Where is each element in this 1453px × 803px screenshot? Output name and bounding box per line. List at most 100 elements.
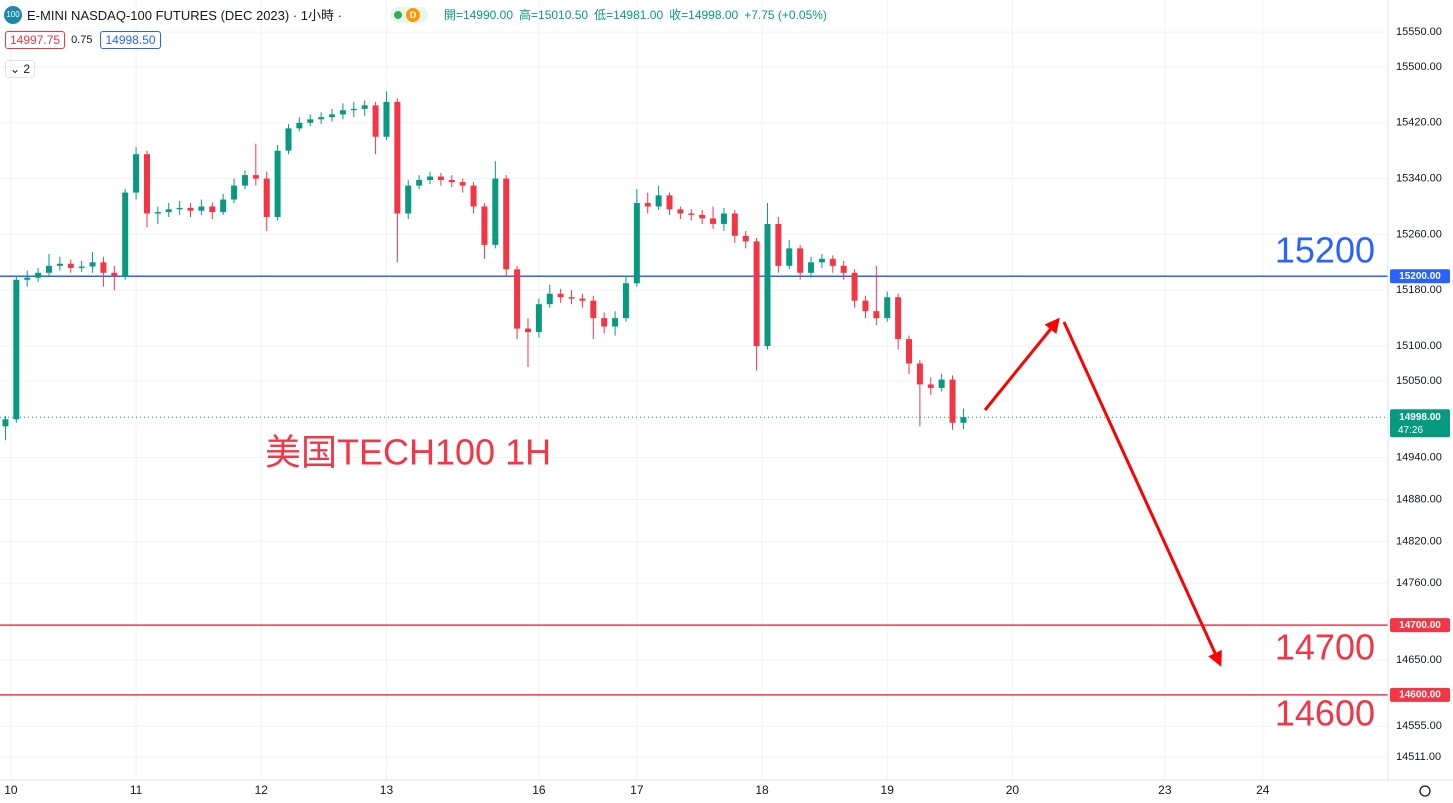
ohlc-value: +7.75 (+0.05%) — [744, 8, 827, 22]
candle-body — [2, 419, 9, 427]
header: 100 E-MINI NASDAQ-100 FUTURES (DEC 2023)… — [4, 5, 833, 24]
indicator-toggle[interactable]: ⌄ 2 — [5, 60, 41, 78]
ask[interactable]: 14998.50 — [100, 31, 161, 49]
candle-body — [949, 379, 956, 423]
candle-body — [720, 213, 727, 224]
x-tick-label: 19 — [881, 783, 895, 797]
bid[interactable]: 14997.75 — [5, 31, 66, 49]
candle-body — [274, 150, 281, 217]
candle-body — [122, 192, 129, 277]
price-badge-label: 15200.00 — [1399, 271, 1441, 282]
candle-body — [927, 384, 934, 388]
candle-body — [176, 207, 183, 210]
status: D — [389, 6, 428, 23]
candle-body — [677, 209, 684, 214]
candle-body — [285, 128, 292, 151]
indicator-count[interactable]: ⌄ 2 — [5, 60, 36, 78]
candle-body — [775, 223, 782, 266]
candle-body — [231, 185, 238, 200]
forecast-arrow-down — [1062, 321, 1222, 667]
ohlc-value: 開=14990.00 — [443, 8, 514, 22]
y-tick-label: 15100.00 — [1396, 340, 1442, 352]
candle-body — [383, 101, 390, 137]
candle-body — [416, 180, 423, 186]
candle-body — [470, 185, 477, 207]
candle-body — [13, 279, 20, 420]
y-tick-label: 15500.00 — [1396, 61, 1442, 73]
candle-body — [601, 318, 608, 327]
y-tick-label: 15180.00 — [1396, 284, 1442, 296]
countdown: 47:26 — [1398, 425, 1423, 436]
candle-body — [612, 318, 619, 327]
candle-body — [67, 263, 74, 268]
y-tick-label: 15260.00 — [1396, 228, 1442, 240]
y-tick-label: 14940.00 — [1396, 452, 1442, 464]
x-tick-label: 16 — [532, 783, 546, 797]
settings-icon[interactable] — [1419, 785, 1431, 797]
candle-body — [633, 203, 640, 284]
candle-body — [35, 272, 42, 278]
candle-body — [437, 176, 444, 180]
x-tick-label: 20 — [1006, 783, 1020, 797]
candle-body — [829, 258, 836, 266]
candle-body — [862, 300, 869, 312]
y-tick-label: 15420.00 — [1396, 117, 1442, 129]
candle-body — [296, 122, 303, 129]
ohlc-value: 低=14981.00 — [594, 8, 664, 22]
candle-body — [579, 298, 586, 301]
candle-body — [481, 206, 488, 245]
candle-body — [241, 175, 248, 186]
candle-body — [884, 297, 891, 319]
candle-body — [622, 283, 629, 319]
candle-body — [786, 248, 793, 266]
candle-body — [405, 185, 412, 214]
candle-body — [916, 363, 923, 385]
symbol-icon: 100 — [4, 5, 22, 24]
candle-body — [655, 195, 662, 207]
candle-body — [448, 180, 455, 183]
candle-body — [350, 108, 357, 111]
candle-body — [840, 265, 847, 273]
candle-body — [220, 199, 227, 213]
candle-body — [938, 379, 945, 388]
candle-body — [895, 297, 902, 340]
candle-body — [710, 218, 717, 224]
candle-body — [514, 269, 521, 329]
candle-body — [546, 293, 553, 305]
candle-body — [818, 258, 825, 263]
y-tick-label: 14511.00 — [1396, 751, 1441, 763]
candle-body — [111, 272, 118, 277]
y-tick-label: 14820.00 — [1396, 535, 1442, 547]
candle-body — [187, 207, 194, 211]
candle-body — [906, 339, 913, 364]
candle-body — [699, 214, 706, 219]
candle-body — [198, 206, 205, 211]
candle-body — [45, 265, 52, 273]
current-price-label: 14998.00 — [1399, 412, 1441, 423]
candle-body — [329, 114, 336, 118]
level-text: 15200 — [1275, 230, 1375, 271]
candle-body — [535, 304, 542, 333]
candle-body — [339, 110, 346, 115]
forecast-arrow-up — [983, 317, 1060, 411]
ohlc: 開=14990.00 高=15010.50 低=14981.00 收=14998.00… — [444, 6, 833, 23]
y-tick-label: 15340.00 — [1396, 173, 1442, 185]
x-tick-label: 11 — [130, 783, 143, 797]
candle-body — [307, 119, 314, 123]
spread: 0.75 — [71, 34, 93, 46]
y-tick-label: 14555.00 — [1396, 720, 1442, 732]
candle-body — [492, 178, 499, 245]
current-price-badge — [1390, 409, 1450, 438]
candle-body — [100, 262, 107, 273]
y-tick-label: 15600.00 — [1396, 0, 1442, 3]
candle-body — [263, 178, 270, 217]
x-tick-label: 23 — [1158, 783, 1172, 797]
candle-body — [89, 262, 96, 267]
candle-body — [808, 262, 815, 273]
symbol-title[interactable]: E-MINI NASDAQ-100 FUTURES (DEC 2023) · 1… — [27, 8, 342, 23]
x-tick-label: 24 — [1256, 783, 1270, 797]
candle-body — [154, 212, 161, 214]
candle-body — [873, 311, 880, 319]
